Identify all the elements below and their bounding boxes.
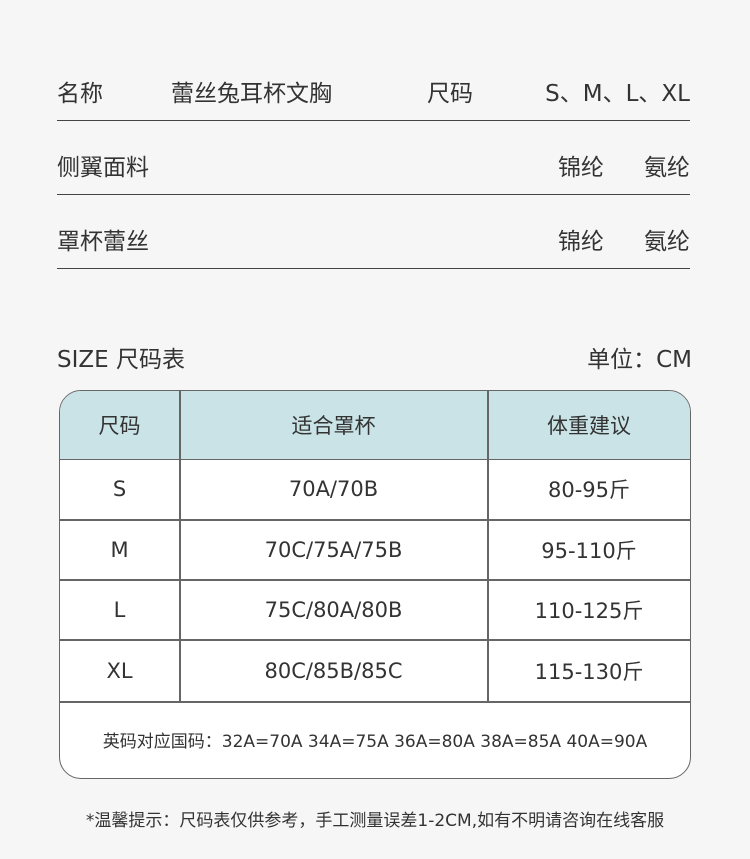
size-chart-title: SIZE 尺码表	[57, 347, 185, 373]
table-cell: S	[112, 477, 127, 501]
row-divider	[60, 701, 690, 703]
row-divider	[60, 579, 690, 581]
column-divider	[487, 391, 489, 701]
attr-row-name: 名称 蕾丝兔耳杯文胸 尺码 S、M、L、XL	[57, 46, 690, 121]
table-cell: XL	[106, 658, 133, 683]
column-header: 体重建议	[547, 414, 631, 438]
table-cell: 80C/85B/85C	[264, 658, 403, 683]
attr-row-cup-lace: 罩杯蕾丝 锦纶 氨纶	[57, 194, 690, 269]
column-divider	[179, 391, 181, 701]
measurement-tip: *温馨提示：尺码表仅供参考，手工测量误差1-2CM,如有不明请咨询在线客服	[85, 811, 665, 831]
attr-value: 氨纶	[644, 155, 690, 181]
row-divider	[60, 519, 690, 521]
table-cell: L	[113, 598, 126, 622]
row-divider	[60, 639, 690, 641]
table-cell: 80-95斤	[547, 478, 631, 502]
table-cell: 75C/80A/80B	[264, 598, 403, 622]
table-header	[60, 391, 690, 460]
attr-label: 尺码	[427, 81, 473, 107]
table-cell: 115-130斤	[534, 659, 644, 684]
table-cell: 70C/75A/75B	[264, 538, 403, 562]
column-header: 适合罩杯	[291, 414, 376, 438]
column-header: 尺码	[98, 414, 141, 438]
size-conversion-note: 英码对应国码：32A=70A 34A=75A 36A=80A 38A=85A 4…	[102, 732, 648, 752]
table-cell: 95-110斤	[541, 539, 637, 563]
attr-label: 名称	[57, 81, 103, 107]
attr-value: S、M、L、XL	[545, 81, 690, 107]
size-chart-unit: 单位：CM	[587, 347, 692, 373]
table-cell: 110-125斤	[534, 599, 644, 623]
attr-value: 氨纶	[644, 229, 690, 255]
size-table: 尺码 适合罩杯 体重建议 S 70A/70B 80-95斤 M 70C/75A/…	[59, 390, 691, 779]
attr-row-side-fabric: 侧翼面料 锦纶 氨纶	[57, 120, 690, 195]
attr-value: 锦纶	[558, 155, 604, 181]
table-cell: M	[110, 538, 129, 562]
attr-label: 侧翼面料	[57, 155, 149, 181]
attr-label: 罩杯蕾丝	[57, 229, 149, 255]
attr-value: 蕾丝兔耳杯文胸	[171, 81, 332, 107]
table-cell: 70A/70B	[288, 477, 379, 501]
attr-value: 锦纶	[558, 229, 604, 255]
